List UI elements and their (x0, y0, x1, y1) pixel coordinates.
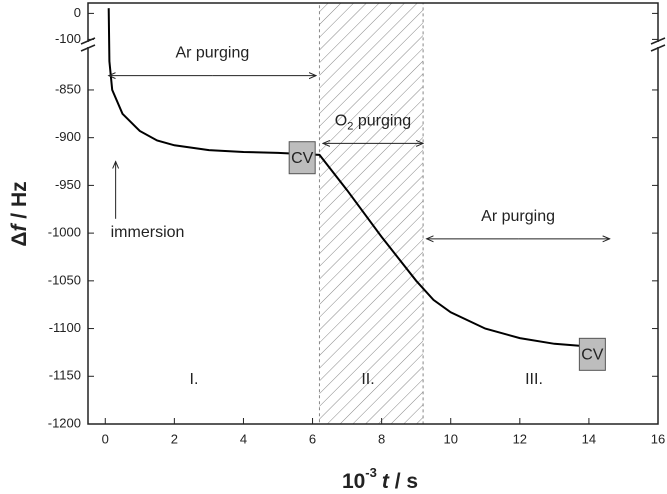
plot-frame (87, 2, 659, 425)
x-label-exp: -3 (365, 465, 377, 480)
annotation-text: Ar purging (481, 208, 555, 225)
axis-break-mark (80, 44, 96, 52)
x-tick-label: 8 (378, 431, 385, 446)
x-axis-label: 10-3 t / s (342, 465, 418, 492)
y-tick-label: -1050 (48, 272, 81, 287)
y-label-part: Δ (8, 232, 31, 247)
annotation-text-part: purging (353, 113, 411, 130)
x-tick-label: 10 (443, 431, 457, 446)
cv-box (288, 141, 316, 175)
axis-break-mark (650, 44, 666, 52)
annotation-text-part: 2 (347, 120, 353, 132)
x-tick-label: 12 (513, 431, 527, 446)
cv-box (578, 337, 606, 371)
axis-break-gap (80, 42, 96, 47)
region-label: III. (525, 371, 543, 388)
annotation-text-part: O (335, 113, 347, 130)
region-label: I. (190, 371, 199, 388)
y-label-unit: / Hz (8, 181, 31, 224)
y-tick-label: -100 (55, 31, 81, 46)
x-tick-label: 6 (309, 431, 316, 446)
x-label-unit: / s (389, 470, 418, 493)
axis-break-gap (650, 42, 666, 47)
annotation-text-part: Ar purging (481, 208, 555, 225)
cv-label: CV (291, 150, 314, 167)
x-tick-label: 0 (102, 431, 109, 446)
x-tick-label: 14 (582, 431, 596, 446)
y-tick-label: -1000 (48, 225, 81, 240)
plot: 0 2 4 6 8 10 12 14 16 0 -100 -850 -900 -950 -1000 -1050… (48, 2, 666, 446)
axis-break-mark (650, 37, 666, 45)
shaded-region (318, 2, 424, 425)
annotation-text: O2 purging (335, 113, 411, 133)
y-tick-label: -1100 (49, 320, 81, 335)
y-tick-label: -900 (55, 129, 81, 144)
annotation-text: Ar purging (175, 45, 249, 62)
y-axis-label: Δf / Hz (8, 181, 31, 246)
y-tick-label: -950 (55, 177, 81, 192)
x-tick-label: 16 (651, 431, 665, 446)
y-label-var: f (8, 223, 31, 232)
y-tick-label: 0 (74, 5, 81, 20)
x-tick-label: 2 (171, 431, 178, 446)
y-tick-label: -850 (55, 81, 81, 96)
x-label-part: 10 (342, 470, 365, 493)
y-tick-label: -1200 (48, 415, 81, 430)
cv-label: CV (581, 347, 604, 364)
annotation-text-part: Ar purging (175, 45, 249, 62)
annotation-text: immersion (111, 224, 185, 241)
y-tick-label: -1150 (49, 368, 81, 383)
x-tick-label: 4 (240, 431, 247, 446)
x-label-var: t (382, 470, 390, 493)
region-label: II. (361, 371, 374, 388)
